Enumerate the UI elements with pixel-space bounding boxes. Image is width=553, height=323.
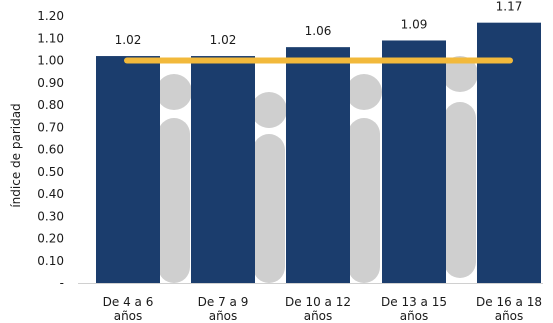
data-label-5: 1.17: [496, 0, 523, 14]
y-tick-label: 0.60: [37, 143, 64, 157]
data-label-1: 1.02: [115, 33, 142, 47]
x-category-label-4: De 13 a 15 años: [381, 295, 447, 323]
x-category-label-1: De 4 a 6 años: [103, 295, 154, 323]
bar-5: [477, 22, 541, 284]
watermark-body-2: [253, 134, 285, 283]
bar-3: [286, 47, 350, 284]
data-label-4: 1.09: [401, 17, 428, 31]
y-axis-title: índice de paridad: [9, 103, 23, 207]
x-category-label-5: De 16 a 18 años: [476, 295, 542, 323]
watermark-head-1: [156, 74, 192, 110]
bars: [96, 22, 541, 284]
x-category-label-2: De 7 a 9 años: [198, 295, 249, 323]
x-category-line: años: [114, 309, 143, 323]
data-labels: 1.02 1.02 1.06 1.09 1.17: [115, 0, 523, 47]
y-tick-label: 1.10: [37, 31, 64, 45]
bar-4: [382, 40, 446, 283]
bar-1: [96, 56, 160, 283]
x-category-line: años: [304, 309, 333, 323]
x-category-line: años: [495, 309, 524, 323]
x-category-line: De 4 a 6: [103, 295, 154, 309]
y-tick-label: 1.20: [37, 9, 64, 23]
y-tick-label: 0.70: [37, 120, 64, 134]
y-tick-label: 0.30: [37, 209, 64, 223]
x-category-line: De 16 a 18: [476, 295, 542, 309]
watermark-head-3: [346, 74, 382, 110]
y-tick-label: -: [60, 276, 64, 290]
x-category-line: De 7 a 9: [198, 295, 249, 309]
watermark-body-4: [444, 102, 476, 278]
watermark-head-2: [251, 92, 287, 128]
watermark-body-3: [348, 118, 380, 283]
y-tick-label: 0.20: [37, 232, 64, 246]
y-tick-label: 1.00: [37, 54, 64, 68]
x-category-label-3: De 10 a 12 años: [285, 295, 351, 323]
y-tick-label: 0.80: [37, 98, 64, 112]
watermark-head-4: [442, 56, 478, 92]
x-category-line: años: [400, 309, 429, 323]
data-label-3: 1.06: [305, 24, 332, 38]
y-tick-label: 0.10: [37, 254, 64, 268]
y-tick-label: 0.40: [37, 187, 64, 201]
x-category-line: De 10 a 12: [285, 295, 351, 309]
data-label-2: 1.02: [210, 33, 237, 47]
y-axis: - 0.10 0.20 0.30 0.40 0.50 0.60 0.70 0.80 0.90 1.0…: [37, 9, 64, 290]
x-category-line: años: [209, 309, 238, 323]
x-category-line: De 13 a 15: [381, 295, 447, 309]
watermark-body-1: [158, 118, 190, 283]
bar-2: [191, 56, 255, 283]
watermark-figures: [156, 56, 478, 283]
y-tick-label: 0.90: [37, 76, 64, 90]
y-tick-label: 0.50: [37, 165, 64, 179]
